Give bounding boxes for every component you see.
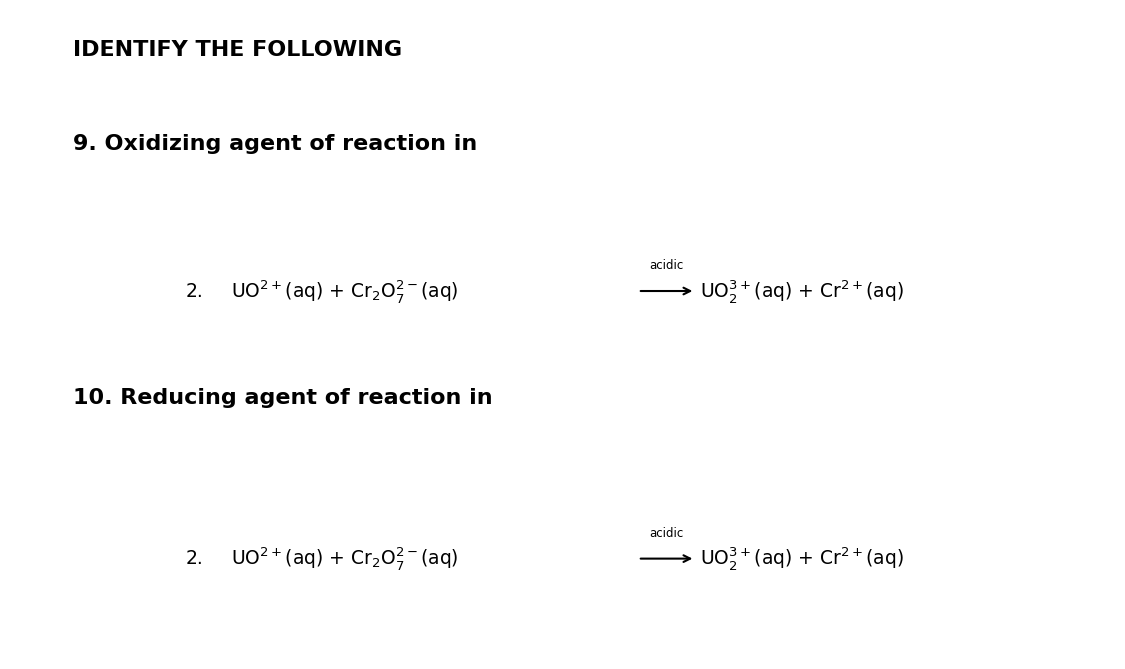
Text: UO$^{2+}$(aq) + Cr$_{2}$O$_{7}^{2-}$(aq): UO$^{2+}$(aq) + Cr$_{2}$O$_{7}^{2-}$(aq)	[231, 545, 458, 572]
Text: 2.: 2.	[186, 549, 204, 568]
Text: 10. Reducing agent of reaction in: 10. Reducing agent of reaction in	[73, 388, 493, 408]
Text: acidic: acidic	[649, 260, 684, 272]
Text: IDENTIFY THE FOLLOWING: IDENTIFY THE FOLLOWING	[73, 40, 403, 60]
Text: acidic: acidic	[649, 527, 684, 540]
Text: 2.: 2.	[186, 282, 204, 300]
Text: UO$^{2+}$(aq) + Cr$_{2}$O$_{7}^{2-}$(aq): UO$^{2+}$(aq) + Cr$_{2}$O$_{7}^{2-}$(aq)	[231, 278, 458, 304]
Text: 9. Oxidizing agent of reaction in: 9. Oxidizing agent of reaction in	[73, 134, 477, 154]
Text: UO$_{2}^{3+}$(aq) + Cr$^{2+}$(aq): UO$_{2}^{3+}$(aq) + Cr$^{2+}$(aq)	[700, 545, 903, 572]
Text: UO$_{2}^{3+}$(aq) + Cr$^{2+}$(aq): UO$_{2}^{3+}$(aq) + Cr$^{2+}$(aq)	[700, 278, 903, 304]
